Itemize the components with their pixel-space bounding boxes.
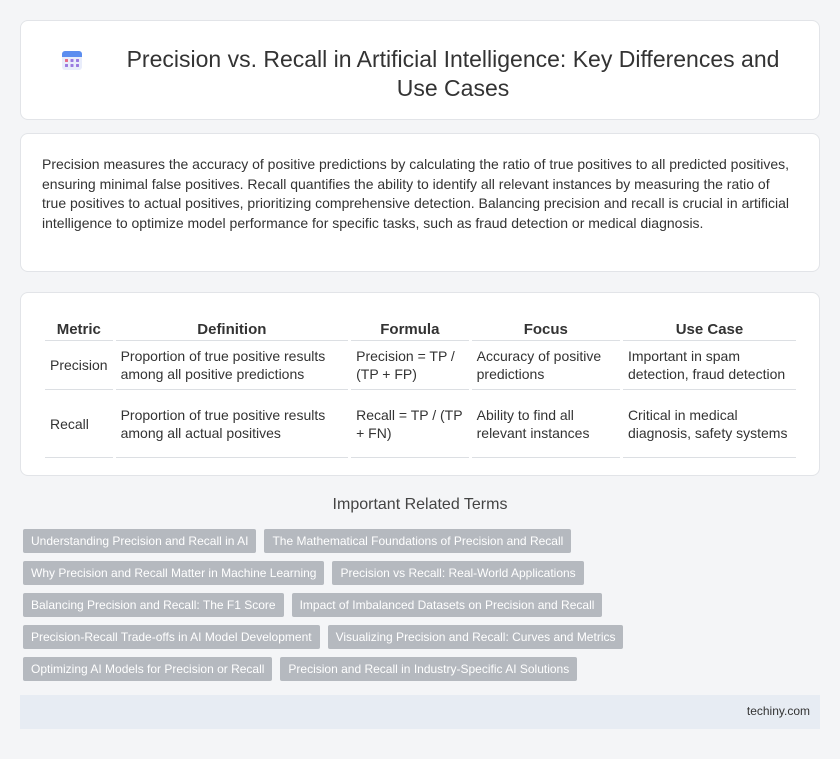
header-focus: Focus [471,316,620,341]
title-wrap: Precision vs. Recall in Artificial Intel… [61,45,799,103]
related-term-tag[interactable]: Balancing Precision and Recall: The F1 S… [23,593,284,617]
footer-site-link[interactable]: techiny.com [746,704,810,718]
related-terms-heading: Important Related Terms [332,496,508,513]
related-terms-list: Understanding Precision and Recall in AI… [23,529,803,689]
cell-focus: Ability to find all relevant instances [471,390,620,458]
cell-use-case: Critical in medical diagnosis, safety sy… [622,390,796,458]
table-row: Recall Proportion of true positive resul… [45,390,796,458]
header-formula: Formula [351,316,469,341]
related-term-tag[interactable]: Visualizing Precision and Recall: Curves… [327,625,624,649]
cell-focus: Accuracy of positive predictions [471,341,620,390]
cell-definition: Proportion of true positive results amon… [115,390,349,458]
header-metric: Metric [45,316,113,341]
page-title: Precision vs. Recall in Artificial Intel… [126,46,780,101]
title-card: Precision vs. Recall in Artificial Intel… [20,20,820,120]
header-use-case: Use Case [622,316,796,341]
related-term-tag[interactable]: Impact of Imbalanced Datasets on Precisi… [291,593,603,617]
cell-use-case: Important in spam detection, fraud detec… [622,341,796,390]
comparison-table-card: Metric Definition Formula Focus Use Case… [20,292,820,476]
related-term-tag[interactable]: The Mathematical Foundations of Precisio… [264,529,572,553]
tag-row: Why Precision and Recall Matter in Machi… [23,561,803,585]
tag-row: Optimizing AI Models for Precision or Re… [23,657,803,681]
related-term-tag[interactable]: Understanding Precision and Recall in AI [23,529,257,553]
tag-row: Understanding Precision and Recall in AI… [23,529,803,553]
related-term-tag[interactable]: Precision-Recall Trade-offs in AI Model … [23,625,320,649]
table-row: Precision Proportion of true positive re… [45,341,796,390]
table-header-row: Metric Definition Formula Focus Use Case [45,316,796,341]
intro-card: Precision measures the accuracy of posit… [20,133,820,272]
cell-formula: Recall = TP / (TP + FN) [351,390,469,458]
related-term-tag[interactable]: Why Precision and Recall Matter in Machi… [23,561,325,585]
cell-metric: Precision [45,341,113,390]
header-definition: Definition [115,316,349,341]
calendar-grid-icon [62,51,82,70]
cell-metric: Recall [45,390,113,458]
cell-formula: Precision = TP / (TP + FP) [351,341,469,390]
cell-definition: Proportion of true positive results amon… [115,341,349,390]
related-term-tag[interactable]: Precision vs Recall: Real-World Applicat… [332,561,584,585]
tag-row: Balancing Precision and Recall: The F1 S… [23,593,803,617]
intro-paragraph: Precision measures the accuracy of posit… [42,156,790,232]
comparison-table: Metric Definition Formula Focus Use Case… [42,316,799,458]
related-term-tag[interactable]: Optimizing AI Models for Precision or Re… [23,657,273,681]
related-term-tag[interactable]: Precision and Recall in Industry-Specifi… [280,657,578,681]
tag-row: Precision-Recall Trade-offs in AI Model … [23,625,803,649]
footer: techiny.com [20,695,820,729]
